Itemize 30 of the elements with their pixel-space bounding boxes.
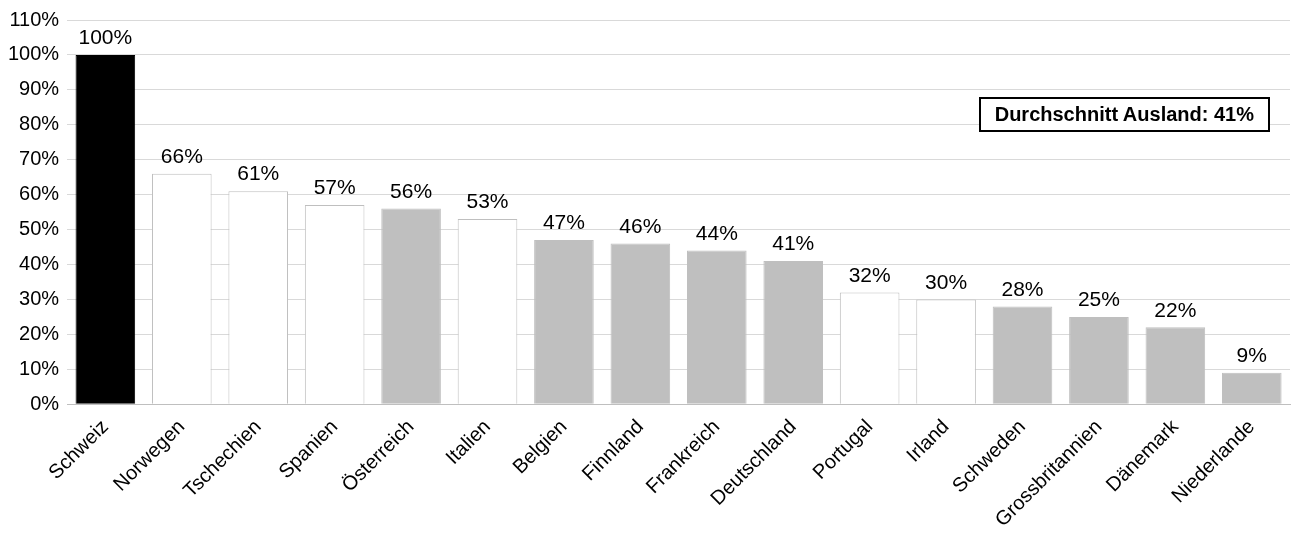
bar	[75, 54, 136, 404]
data-label: 66%	[160, 143, 203, 167]
data-label: 22%	[1154, 297, 1197, 321]
y-tick-label: 40%	[19, 252, 60, 275]
data-label: 30%	[925, 269, 968, 293]
y-tick-label: 80%	[19, 112, 60, 135]
data-label: 56%	[390, 178, 433, 202]
y-tick-label: 90%	[19, 77, 60, 100]
data-label: 61%	[237, 161, 280, 185]
y-tick-label: 50%	[19, 217, 60, 240]
y-tick-label: 110%	[9, 7, 60, 30]
data-label: 57%	[313, 175, 356, 199]
y-tick-label: 0%	[30, 391, 60, 414]
y-tick-label: 20%	[19, 321, 60, 344]
data-label: 28%	[1001, 276, 1044, 300]
data-label: 32%	[848, 262, 891, 286]
data-label: 9%	[1236, 343, 1267, 367]
y-tick-label: 10%	[19, 356, 60, 379]
data-label: 47%	[542, 210, 585, 234]
y-tick-label: 100%	[8, 42, 60, 65]
data-label: 46%	[619, 213, 662, 237]
data-label: 53%	[466, 189, 509, 213]
y-tick-label: 70%	[19, 147, 60, 170]
y-tick-label: 30%	[19, 286, 60, 309]
y-tick-label: 60%	[19, 182, 60, 205]
data-label: 41%	[772, 231, 815, 255]
data-label: 100%	[78, 25, 133, 49]
data-label: 25%	[1077, 287, 1120, 311]
annotation: Durchschnitt Ausland: 41%	[978, 96, 1270, 132]
data-label: 44%	[695, 220, 738, 244]
